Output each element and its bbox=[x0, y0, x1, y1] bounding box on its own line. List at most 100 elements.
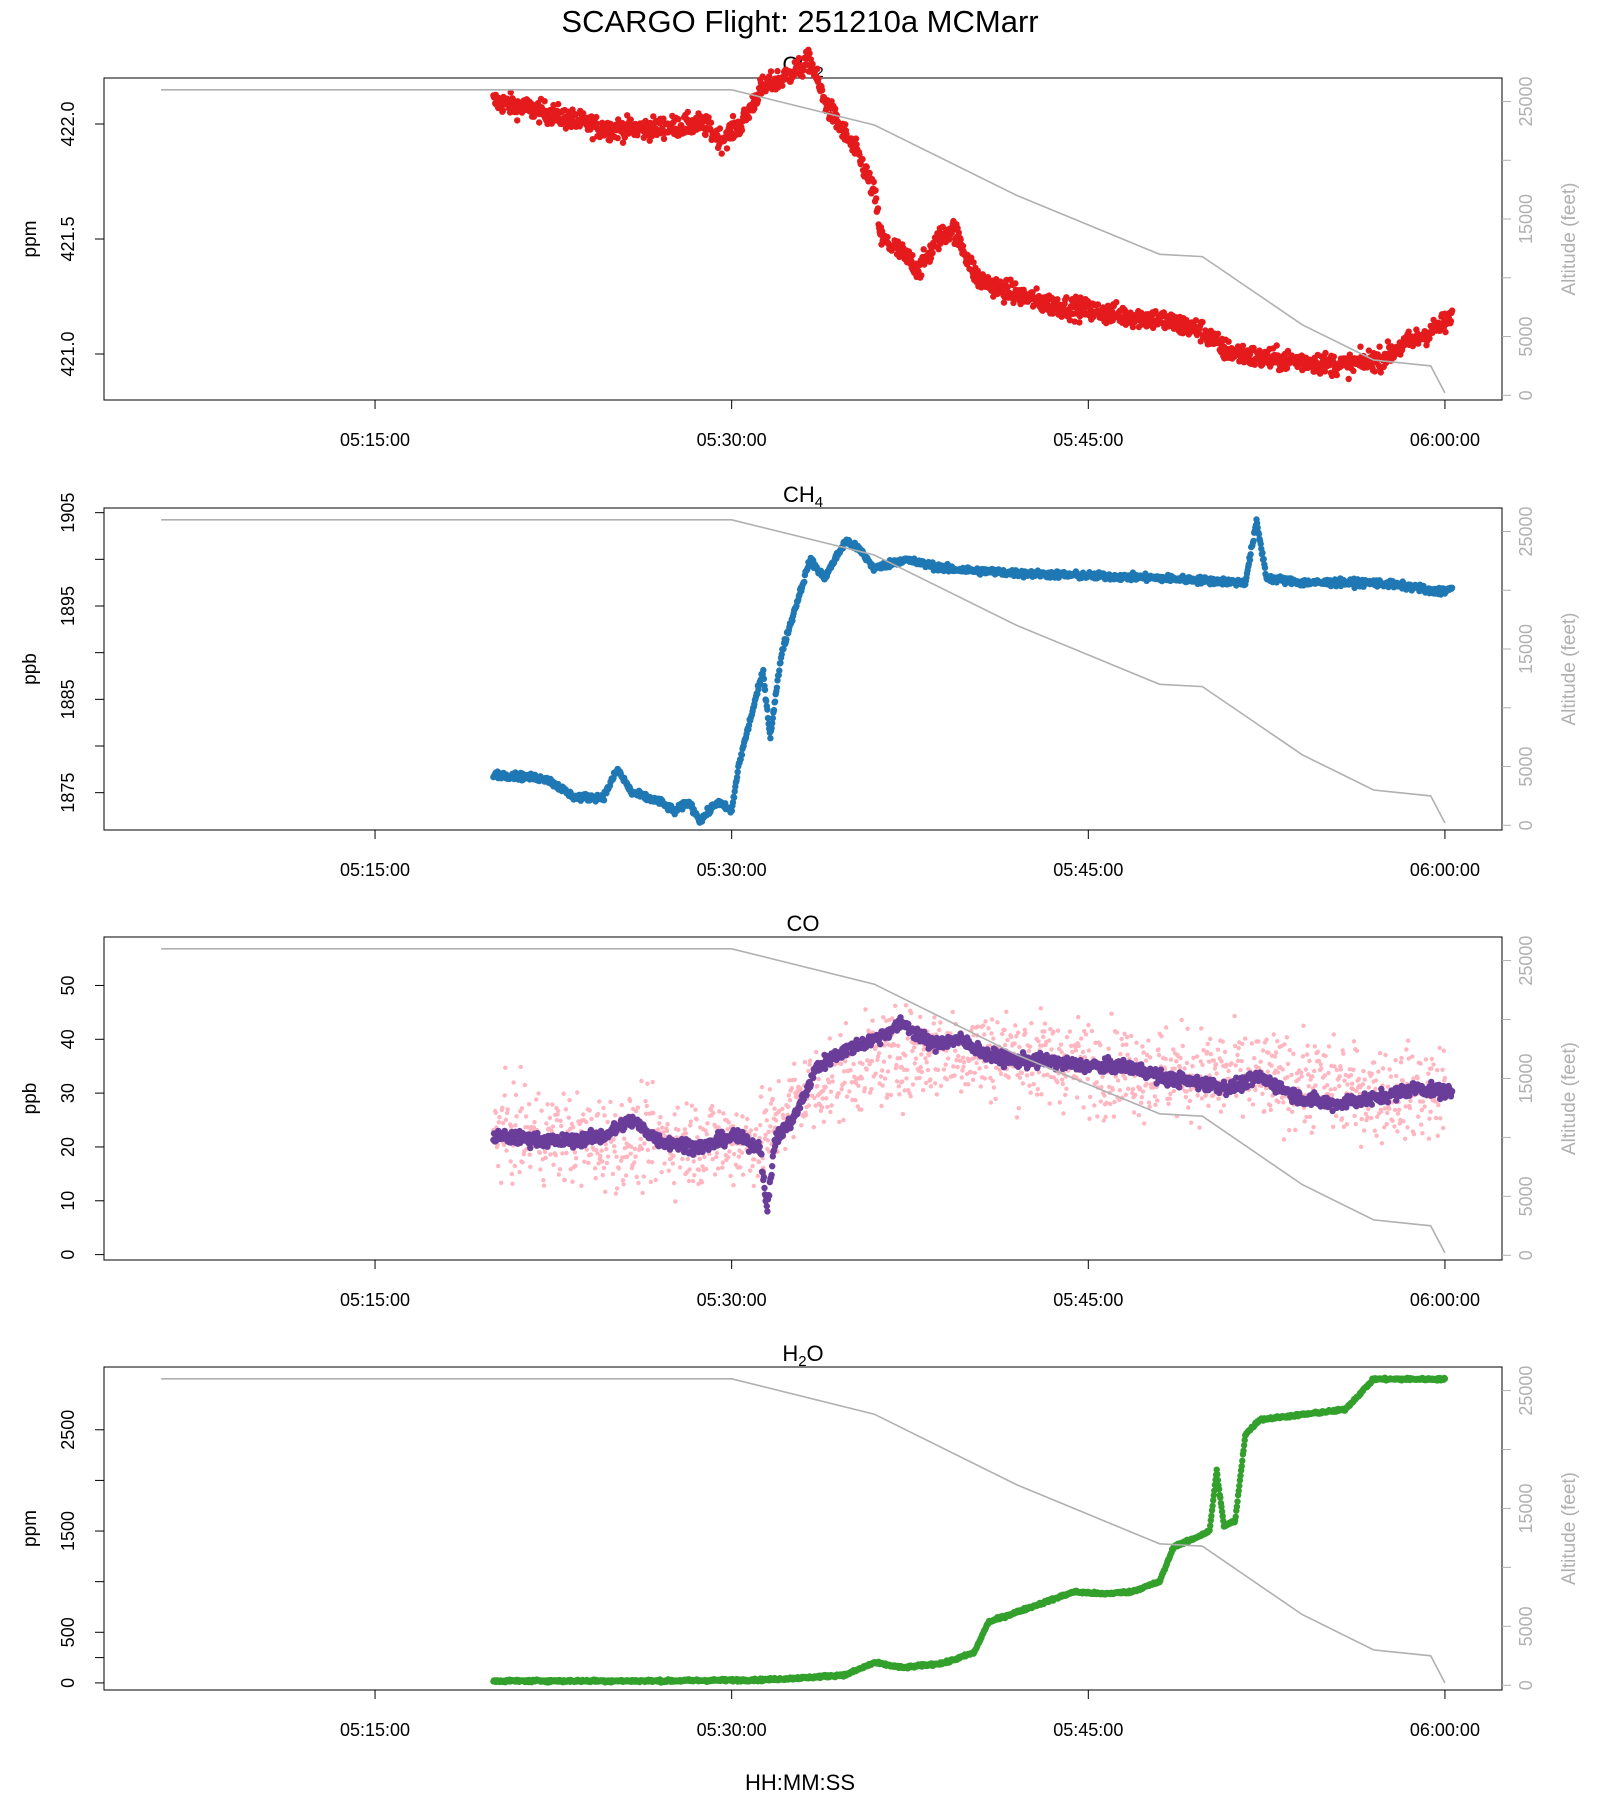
data-point bbox=[780, 1106, 785, 1112]
data-point bbox=[900, 1111, 906, 1117]
data-point bbox=[634, 1174, 639, 1180]
data-point bbox=[1394, 1073, 1399, 1079]
panel-title: CH4 bbox=[783, 482, 823, 511]
data-point bbox=[1359, 1116, 1364, 1122]
data-point bbox=[642, 1141, 647, 1146]
data-point bbox=[593, 120, 601, 127]
data-point bbox=[1179, 1017, 1184, 1023]
data-point bbox=[1299, 1074, 1304, 1079]
data-point bbox=[1220, 1039, 1225, 1044]
data-point bbox=[727, 1149, 732, 1154]
data-point bbox=[1205, 1041, 1211, 1047]
data-point bbox=[1195, 1093, 1200, 1098]
data-point bbox=[896, 1043, 901, 1049]
data-point bbox=[672, 1112, 677, 1117]
data-point bbox=[859, 1076, 865, 1081]
data-point bbox=[627, 1098, 633, 1104]
data-point bbox=[1071, 318, 1078, 325]
data-point bbox=[1168, 1057, 1174, 1062]
data-point bbox=[1418, 1061, 1423, 1066]
y-axis-label: ppb bbox=[20, 1083, 41, 1115]
data-point bbox=[1344, 1122, 1350, 1127]
data-point bbox=[1247, 551, 1254, 558]
data-point bbox=[1316, 370, 1324, 377]
data-point bbox=[1008, 1034, 1014, 1040]
data-point bbox=[1372, 1128, 1378, 1133]
data-point bbox=[944, 1077, 950, 1082]
data-point bbox=[920, 246, 927, 253]
data-point bbox=[1268, 1107, 1274, 1113]
data-point bbox=[1354, 1048, 1360, 1054]
data-point bbox=[931, 1021, 936, 1026]
data-point bbox=[1211, 1093, 1216, 1098]
data-point bbox=[1129, 323, 1137, 331]
data-point bbox=[814, 1049, 819, 1055]
data-point bbox=[748, 1168, 753, 1173]
data-point bbox=[786, 1104, 791, 1110]
data-point bbox=[920, 1087, 926, 1093]
data-point bbox=[1384, 338, 1392, 345]
data-point bbox=[743, 1125, 749, 1130]
data-point bbox=[1224, 1062, 1229, 1068]
data-point bbox=[509, 1124, 514, 1129]
data-point bbox=[812, 1095, 817, 1101]
data-point bbox=[1046, 1038, 1052, 1043]
data-point bbox=[665, 1122, 670, 1127]
data-point bbox=[1094, 301, 1102, 308]
data-point bbox=[927, 254, 935, 262]
data-point bbox=[734, 1112, 739, 1117]
data-point bbox=[564, 1150, 569, 1156]
data-point bbox=[924, 1060, 929, 1065]
data-point bbox=[522, 1082, 528, 1088]
data-point bbox=[1448, 307, 1456, 314]
data-point bbox=[597, 1099, 602, 1104]
data-point bbox=[910, 1082, 916, 1087]
data-point bbox=[714, 1154, 719, 1160]
data-point bbox=[1438, 1116, 1443, 1121]
data-point bbox=[1330, 353, 1338, 360]
data-point bbox=[912, 1061, 917, 1066]
data-point bbox=[551, 1162, 556, 1168]
data-point bbox=[536, 119, 543, 126]
data-point bbox=[1042, 1029, 1047, 1034]
data-point bbox=[1186, 1105, 1191, 1110]
data-point bbox=[1251, 361, 1259, 368]
data-point bbox=[1064, 1035, 1070, 1040]
data-point bbox=[595, 1111, 601, 1117]
data-point bbox=[691, 1159, 696, 1164]
data-point bbox=[978, 1084, 983, 1089]
data-point bbox=[688, 1119, 693, 1124]
data-point bbox=[918, 272, 925, 279]
data-point bbox=[1063, 294, 1070, 301]
data-point bbox=[1171, 1088, 1177, 1094]
data-point bbox=[935, 1067, 941, 1073]
data-point bbox=[561, 1091, 566, 1096]
data-point bbox=[1110, 1087, 1115, 1092]
data-point bbox=[1419, 1107, 1425, 1113]
data-point bbox=[1060, 1077, 1065, 1082]
data-point bbox=[1028, 1090, 1033, 1095]
data-point bbox=[1321, 368, 1329, 375]
data-point bbox=[991, 1085, 997, 1090]
data-point bbox=[1006, 1075, 1011, 1080]
data-point bbox=[684, 108, 691, 116]
data-point bbox=[998, 1071, 1004, 1077]
data-point bbox=[503, 1117, 509, 1123]
data-point bbox=[1441, 1125, 1446, 1131]
data-point bbox=[556, 1172, 561, 1177]
data-point bbox=[1283, 365, 1291, 372]
data-point bbox=[1356, 1076, 1362, 1082]
data-point bbox=[802, 1059, 808, 1065]
data-point bbox=[1111, 1114, 1117, 1119]
data-point bbox=[664, 1128, 670, 1134]
data-point bbox=[1067, 1029, 1073, 1034]
data-point bbox=[737, 1165, 743, 1170]
data-point bbox=[955, 1064, 960, 1070]
data-point bbox=[966, 1082, 971, 1087]
data-point bbox=[795, 54, 803, 62]
data-point bbox=[692, 1173, 697, 1178]
series-co2 bbox=[490, 46, 1456, 383]
data-point bbox=[761, 686, 769, 693]
data-point bbox=[760, 666, 767, 674]
